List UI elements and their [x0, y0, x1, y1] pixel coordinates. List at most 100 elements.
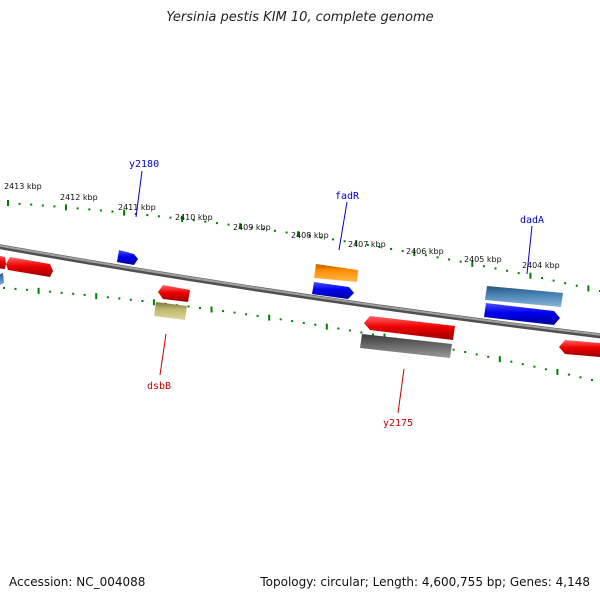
major-tick — [210, 306, 213, 313]
tick-label-2408: 2408 kbp — [291, 231, 329, 240]
minor-tick — [517, 272, 520, 275]
gene-label-fadR[interactable]: fadR — [335, 191, 360, 202]
gene-feature[interactable] — [6, 257, 53, 277]
gene-feature[interactable] — [0, 273, 4, 286]
tick-labels: 2413 kbp 2412 kbp 2411 kbp 2410 kbp 2409… — [4, 182, 560, 270]
minor-tick — [227, 223, 230, 226]
map-title: Yersinia pestis KIM 10, complete genome — [166, 10, 434, 25]
minor-tick — [579, 376, 582, 379]
gene-label-y2180[interactable]: y2180 — [129, 159, 159, 170]
minor-tick — [337, 327, 340, 330]
minor-tick — [169, 216, 172, 219]
major-tick — [7, 200, 9, 206]
minor-tick — [575, 284, 578, 287]
gene-feature[interactable] — [158, 285, 190, 302]
leader-line-y2180 — [135, 170, 143, 218]
minor-tick — [366, 244, 369, 246]
gene-label-dsbB[interactable]: dsbB — [147, 381, 171, 392]
minor-tick — [274, 229, 276, 232]
gene-feature[interactable] — [484, 303, 560, 325]
leader-line-fadR — [338, 201, 348, 251]
minor-tick — [215, 222, 218, 225]
tick-label-2409: 2409 kbp — [233, 223, 271, 232]
minor-tick — [134, 212, 137, 215]
minor-tick — [30, 203, 33, 206]
genome-info-text: Topology: circular; Length: 4,600,755 bp… — [260, 575, 590, 589]
minor-tick — [291, 320, 294, 323]
major-tick — [297, 231, 300, 238]
minor-tick — [72, 292, 75, 295]
minor-tick — [106, 296, 109, 299]
minor-tick — [401, 250, 404, 252]
genome-backbone — [0, 244, 600, 336]
gene-feature[interactable] — [559, 340, 600, 357]
minor-tick — [506, 269, 509, 272]
minor-tick — [452, 348, 455, 351]
minor-tick — [448, 258, 451, 261]
gene-feature-fadR[interactable] — [314, 264, 358, 282]
gene-label-y2175[interactable]: y2175 — [383, 418, 413, 429]
gene-feature-dsbB[interactable] — [154, 302, 187, 320]
minor-tick — [521, 363, 524, 366]
gene-feature-y2180[interactable] — [117, 250, 138, 265]
minor-tick — [204, 220, 207, 223]
minor-tick — [141, 300, 144, 302]
minor-tick — [250, 226, 253, 229]
major-tick — [556, 368, 559, 375]
gene-feature[interactable] — [0, 255, 6, 269]
major-tick — [65, 204, 67, 211]
accession-text: Accession: NC_004088 — [9, 575, 146, 589]
minor-tick — [262, 228, 265, 231]
minor-tick — [475, 353, 478, 356]
minor-tick — [533, 365, 536, 368]
major-tick — [152, 299, 155, 306]
minor-tick — [464, 351, 467, 353]
major-tick — [268, 314, 271, 321]
major-tick — [471, 260, 474, 267]
minor-tick — [591, 379, 593, 381]
gene-feature-dadA[interactable] — [485, 286, 563, 307]
minor-tick — [99, 209, 102, 212]
minor-tick — [564, 282, 567, 285]
gene-feature[interactable] — [312, 282, 354, 299]
minor-tick — [510, 360, 513, 363]
minor-tick — [256, 314, 259, 317]
minor-tick — [83, 293, 86, 296]
major-tick — [587, 285, 590, 292]
minor-tick — [41, 204, 44, 207]
major-tick — [413, 250, 416, 257]
minor-tick — [118, 297, 121, 300]
minor-tick — [494, 267, 497, 270]
gene-feature-y2175[interactable] — [360, 334, 452, 358]
tick-label-2412: 2412 kbp — [60, 193, 98, 202]
major-tick — [529, 272, 532, 279]
tick-label-2410: 2410 kbp — [175, 213, 213, 222]
minor-tick — [222, 310, 225, 313]
minor-tick — [320, 236, 323, 239]
tick-label-2404: 2404 kbp — [522, 261, 560, 270]
forward-strand-features — [0, 250, 563, 325]
minor-tick — [302, 321, 305, 324]
reverse-strand-features — [0, 273, 600, 358]
minor-tick — [187, 305, 190, 308]
minor-tick — [146, 214, 149, 217]
minor-tick — [552, 279, 555, 282]
gene-feature[interactable] — [364, 316, 455, 340]
tick-label-2413: 2413 kbp — [4, 182, 42, 191]
major-tick — [123, 209, 126, 216]
minor-tick — [308, 234, 311, 237]
major-tick — [181, 215, 184, 222]
minor-tick — [360, 331, 363, 334]
minor-tick — [378, 246, 381, 248]
minor-tick — [436, 256, 439, 259]
major-tick — [95, 293, 98, 300]
gene-label-dadA[interactable]: dadA — [520, 215, 544, 226]
minor-tick — [60, 291, 63, 294]
minor-tick — [233, 311, 236, 314]
minor-tick — [424, 254, 427, 257]
minor-tick — [157, 215, 160, 218]
minor-tick — [49, 290, 52, 293]
minor-tick — [88, 208, 91, 211]
